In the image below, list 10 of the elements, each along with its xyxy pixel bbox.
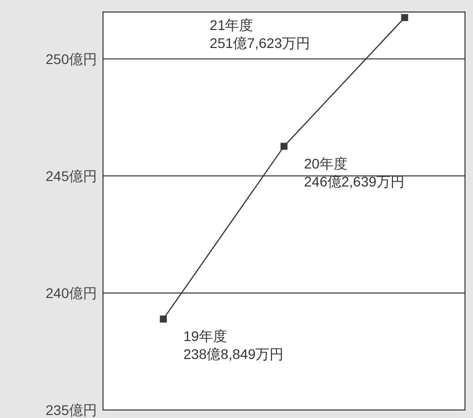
annotation: 20年度 246億2,639万円 <box>304 155 404 190</box>
y-tick-label: 235億円 <box>46 402 97 418</box>
annotation: 19年度 238億8,849万円 <box>183 328 284 362</box>
point <box>160 316 167 323</box>
point <box>280 142 288 150</box>
y-tick-label: 245億円 <box>46 168 97 184</box>
y-tick-label: 240億円 <box>46 284 97 301</box>
y-tick-label: 250億円 <box>46 50 97 67</box>
point <box>401 14 408 22</box>
annotation: 21年度 251億7,623万円 <box>210 17 310 51</box>
